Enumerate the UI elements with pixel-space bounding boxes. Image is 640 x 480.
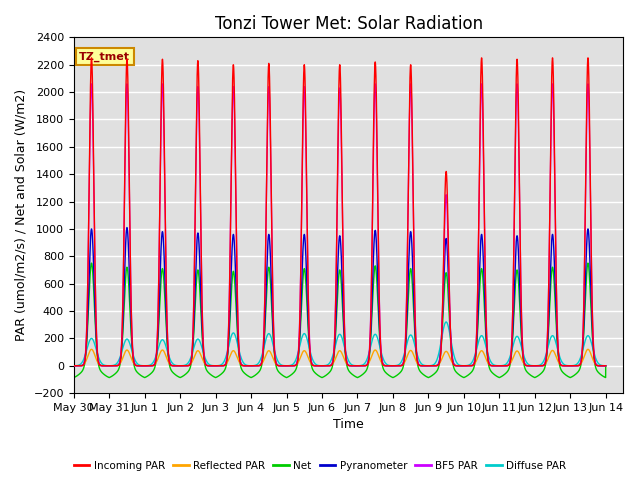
X-axis label: Time: Time: [333, 419, 364, 432]
Legend: Incoming PAR, Reflected PAR, Net, Pyranometer, BF5 PAR, Diffuse PAR: Incoming PAR, Reflected PAR, Net, Pyrano…: [70, 456, 570, 475]
Y-axis label: PAR (umol/m2/s) / Net and Solar (W/m2): PAR (umol/m2/s) / Net and Solar (W/m2): [15, 89, 28, 341]
Text: TZ_tmet: TZ_tmet: [79, 51, 131, 62]
Title: Tonzi Tower Met: Solar Radiation: Tonzi Tower Met: Solar Radiation: [214, 15, 483, 33]
